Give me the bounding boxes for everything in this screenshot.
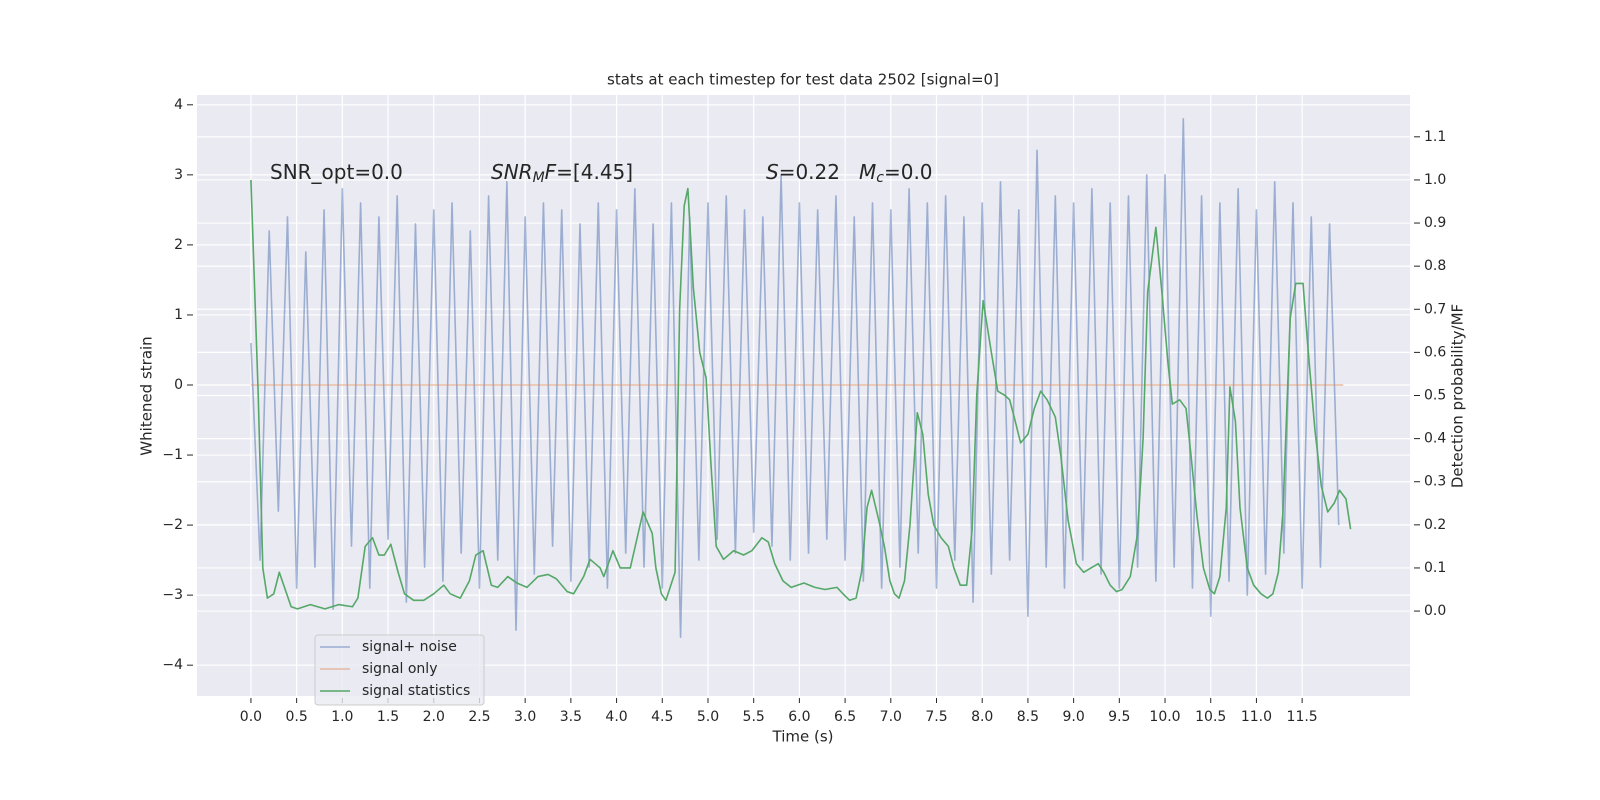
legend-box	[314, 634, 485, 706]
legend-label: signal+ noise	[362, 639, 457, 655]
annotation-part: SNR	[491, 160, 533, 184]
y2-tick-label: 0.6	[1424, 344, 1446, 360]
y-axis-label: Whitened strain	[138, 336, 156, 455]
x-tick-label: 4.0	[605, 709, 627, 725]
x-tick-label: 2.5	[468, 709, 490, 725]
x-tick-label: 6.5	[834, 709, 856, 725]
y-tick-label: −3	[162, 587, 183, 603]
x-tick-label: 9.0	[1062, 709, 1084, 725]
y-tick-label: 1	[174, 307, 183, 323]
annotation-part: =[4.45]	[556, 160, 633, 184]
x-tick-label: 8.5	[1017, 709, 1039, 725]
x-tick-label: 0.5	[286, 709, 308, 725]
x-tick-label: 6.0	[788, 709, 810, 725]
x-tick-label: 8.0	[971, 709, 993, 725]
x-tick-label: 7.5	[925, 709, 947, 725]
y-tick-label: −4	[162, 657, 183, 673]
annotation-part: S	[766, 160, 779, 184]
annotation-part: =0.22	[779, 160, 840, 184]
y2-tick-label: 0.3	[1424, 474, 1446, 490]
y2-tick-label: 1.1	[1424, 129, 1446, 145]
x-tick-label: 0.0	[240, 709, 262, 725]
x-tick-label: 5.0	[697, 709, 719, 725]
y2-axis-label: Detection probability/MF	[1449, 304, 1467, 488]
x-tick-label: 4.5	[651, 709, 673, 725]
annotation: SNR_opt=0.0	[270, 160, 403, 184]
chart-title: stats at each timestep for test data 250…	[607, 71, 999, 89]
y2-tick-label: 0.4	[1424, 431, 1446, 447]
annotation-part: SNR_opt=0.0	[270, 160, 403, 184]
annotation-part: M	[859, 160, 876, 184]
x-tick-label: 11.0	[1241, 709, 1272, 725]
y-tick-label: 2	[174, 237, 183, 253]
x-tick-label: 3.5	[560, 709, 582, 725]
y2-tick-label: 0.1	[1424, 560, 1446, 576]
annotation-part: =0.0	[884, 160, 933, 184]
x-tick-label: 9.5	[1108, 709, 1130, 725]
y2-tick-label: 0.0	[1424, 603, 1446, 619]
y-tick-label: −1	[162, 447, 183, 463]
annotation: S=0.22	[766, 160, 840, 184]
series-line	[250, 118, 1340, 638]
annotation-part: M	[533, 170, 545, 186]
y2-tick-label: 0.9	[1424, 215, 1446, 231]
annotation: Mc=0.0	[859, 160, 933, 187]
legend-label: signal statistics	[362, 683, 470, 699]
annotation-part: F	[545, 160, 557, 184]
y-tick-label: −2	[162, 517, 183, 533]
x-tick-label: 1.0	[331, 709, 353, 725]
annotation-part: c	[876, 170, 884, 186]
annotation: SNRMF=[4.45]	[491, 160, 633, 187]
x-axis-label: Time (s)	[772, 728, 834, 746]
x-tick-label: 3.0	[514, 709, 536, 725]
y-tick-label: 3	[174, 167, 183, 183]
y-tick-label: 4	[174, 97, 183, 113]
x-tick-label: 5.5	[743, 709, 765, 725]
y-tick-label: 0	[174, 377, 183, 393]
legend-label: signal only	[362, 661, 437, 677]
y2-tick-label: 0.8	[1424, 258, 1446, 274]
series-line	[250, 179, 1352, 610]
x-tick-label: 1.5	[377, 709, 399, 725]
x-tick-label: 10.0	[1149, 709, 1180, 725]
y2-tick-label: 0.5	[1424, 388, 1446, 404]
y2-tick-label: 0.7	[1424, 301, 1446, 317]
x-tick-label: 10.5	[1195, 709, 1226, 725]
x-tick-label: 2.0	[423, 709, 445, 725]
y2-tick-label: 1.0	[1424, 172, 1446, 188]
y2-tick-label: 0.2	[1424, 517, 1446, 533]
x-tick-label: 11.5	[1287, 709, 1318, 725]
x-tick-label: 7.0	[880, 709, 902, 725]
